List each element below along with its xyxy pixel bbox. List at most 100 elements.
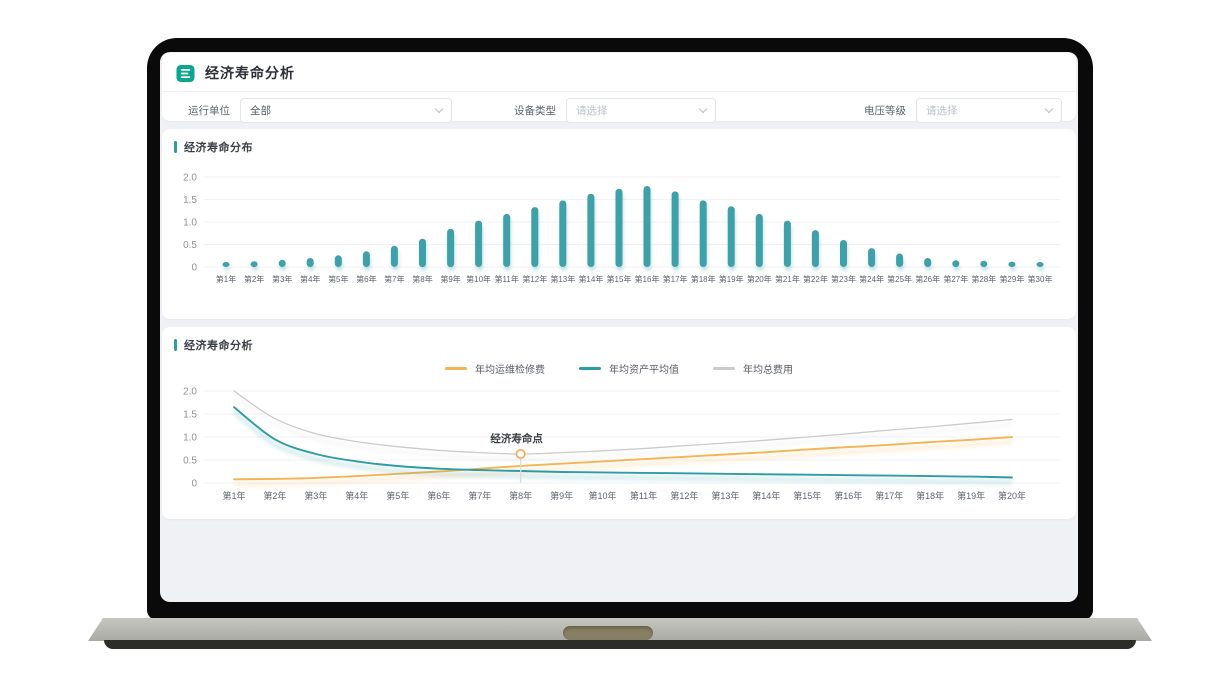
- filter-label: 电压等级: [864, 105, 906, 117]
- svg-text:第14年: 第14年: [752, 490, 780, 501]
- economic-life-distribution-bar-chart: 0 0.5 1.0 1.5 2.0 第1年 第2年 第3年 第4年 第5年 第6年 第7年 第8年 第9年…: [183, 173, 1060, 284]
- svg-text:第20年: 第20年: [998, 490, 1026, 501]
- legend-label: 年均运维检修费: [475, 364, 545, 376]
- laptop-base-bottom: [104, 640, 1136, 649]
- chevron-down-icon: [434, 104, 444, 114]
- card-title-row: 经济寿命分析: [174, 337, 1064, 353]
- svg-text:0.5: 0.5: [183, 240, 197, 251]
- svg-text:第18年: 第18年: [691, 274, 716, 284]
- svg-text:第29年: 第29年: [999, 274, 1024, 284]
- app-logo-icon: [176, 64, 195, 83]
- card-title-row: 经济寿命分布: [174, 139, 1064, 155]
- laptop-bezel: 经济寿命分析 运行单位 全部 设备类型 请选择: [147, 38, 1093, 620]
- svg-text:第23年: 第23年: [831, 274, 856, 284]
- select-value: 请选择: [926, 105, 958, 117]
- header-card: 经济寿命分析 运行单位 全部 设备类型 请选择: [162, 53, 1076, 123]
- laptop-base-notch: [563, 626, 653, 640]
- svg-text:第1年: 第1年: [216, 274, 236, 284]
- svg-text:0: 0: [191, 263, 197, 274]
- legend-line-swatch: [713, 366, 735, 370]
- svg-text:0.5: 0.5: [183, 456, 197, 467]
- filter-label: 设备类型: [514, 105, 556, 117]
- svg-text:第19年: 第19年: [719, 274, 744, 284]
- analysis-chart-title: 经济寿命分析: [184, 340, 253, 352]
- select-equipment-type[interactable]: 请选择: [566, 98, 716, 123]
- svg-text:第13年: 第13年: [711, 490, 739, 501]
- svg-text:第3年: 第3年: [272, 274, 292, 284]
- economic-life-analysis-line-chart: 0 0.5 1.0 1.5 2.0 第1年 第2年 第3年 第4年 第5年 第6年 第7年 第8年 第9年…: [183, 387, 1060, 501]
- svg-text:第4年: 第4年: [300, 274, 320, 284]
- filter-voltage-level: 电压等级 请选择: [864, 98, 1062, 123]
- filter-label: 运行单位: [188, 105, 230, 117]
- svg-text:2.0: 2.0: [183, 387, 197, 398]
- svg-text:第8年: 第8年: [412, 274, 432, 284]
- distribution-chart-card: 经济寿命分布 0 0.5 1.0 1.5 2.0 第1年 第2年 第3年 第4年 第5年 第6年 第7…: [162, 129, 1076, 319]
- laptop-screen: 经济寿命分析 运行单位 全部 设备类型 请选择: [160, 52, 1078, 602]
- select-voltage-level[interactable]: 请选择: [916, 98, 1062, 123]
- chart-legend: 年均运维检修费 年均资产平均值 年均总费用: [174, 361, 1064, 376]
- svg-text:第9年: 第9年: [440, 274, 460, 284]
- svg-text:第10年: 第10年: [466, 274, 491, 284]
- svg-text:1.5: 1.5: [183, 195, 197, 206]
- economic-life-point-label: 经济寿命点: [490, 432, 543, 445]
- svg-text:第15年: 第15年: [793, 490, 821, 501]
- select-value: 全部: [250, 105, 271, 117]
- svg-text:第2年: 第2年: [263, 490, 286, 501]
- filter-equipment-type: 设备类型 请选择: [514, 98, 716, 123]
- svg-text:第16年: 第16年: [635, 274, 660, 284]
- svg-text:第30年: 第30年: [1028, 274, 1053, 284]
- distribution-chart-title: 经济寿命分布: [184, 142, 253, 154]
- legend-item-om-cost[interactable]: 年均运维检修费: [445, 361, 545, 376]
- select-operating-unit[interactable]: 全部: [240, 98, 452, 123]
- svg-text:第9年: 第9年: [550, 490, 573, 501]
- svg-text:第6年: 第6年: [427, 490, 450, 501]
- svg-text:第25年: 第25年: [887, 274, 912, 284]
- svg-text:第16年: 第16年: [834, 490, 862, 501]
- svg-text:第4年: 第4年: [345, 490, 368, 501]
- svg-text:第8年: 第8年: [509, 490, 532, 501]
- legend-label: 年均总费用: [743, 364, 793, 376]
- svg-text:第18年: 第18年: [916, 490, 944, 501]
- svg-text:第19年: 第19年: [957, 490, 985, 501]
- svg-text:0: 0: [191, 479, 197, 490]
- svg-text:第1年: 第1年: [222, 490, 245, 501]
- legend-item-total-cost[interactable]: 年均总费用: [713, 361, 793, 376]
- svg-text:第5年: 第5年: [386, 490, 409, 501]
- svg-text:第11年: 第11年: [495, 274, 519, 284]
- svg-text:1.0: 1.0: [183, 218, 197, 229]
- page-title: 经济寿命分析: [205, 65, 295, 81]
- chevron-down-icon: [698, 104, 708, 114]
- svg-text:第26年: 第26年: [915, 274, 940, 284]
- svg-text:第17年: 第17年: [875, 490, 903, 501]
- svg-text:1.5: 1.5: [183, 410, 197, 421]
- legend-line-swatch: [579, 366, 601, 370]
- svg-text:第7年: 第7年: [468, 490, 491, 501]
- legend-item-asset-avg[interactable]: 年均资产平均值: [579, 361, 679, 376]
- filter-bar: 运行单位 全部 设备类型 请选择 电压等级: [162, 92, 1076, 129]
- header-divider: [162, 91, 1076, 92]
- svg-text:2.0: 2.0: [183, 173, 197, 184]
- svg-text:第24年: 第24年: [859, 274, 884, 284]
- svg-text:第10年: 第10年: [588, 490, 616, 501]
- svg-text:第5年: 第5年: [328, 274, 348, 284]
- svg-text:第11年: 第11年: [630, 490, 657, 501]
- svg-text:第12年: 第12年: [670, 490, 698, 501]
- svg-text:第17年: 第17年: [663, 274, 688, 284]
- svg-text:第22年: 第22年: [803, 274, 828, 284]
- svg-text:第7年: 第7年: [384, 274, 404, 284]
- svg-text:第15年: 第15年: [607, 274, 632, 284]
- select-value: 请选择: [576, 105, 608, 117]
- svg-text:第12年: 第12年: [522, 274, 547, 284]
- filter-operating-unit: 运行单位 全部: [188, 98, 452, 123]
- svg-text:第27年: 第27年: [943, 274, 968, 284]
- svg-text:第28年: 第28年: [971, 274, 996, 284]
- svg-text:第2年: 第2年: [244, 274, 264, 284]
- svg-text:第20年: 第20年: [747, 274, 772, 284]
- legend-line-swatch: [445, 366, 467, 370]
- analysis-chart-card: 经济寿命分析 年均运维检修费 年均资产平均值 年均总费用: [162, 327, 1076, 519]
- title-row: 经济寿命分析: [162, 53, 1076, 91]
- svg-text:第13年: 第13年: [550, 274, 575, 284]
- svg-text:第6年: 第6年: [356, 274, 376, 284]
- chevron-down-icon: [1044, 104, 1054, 114]
